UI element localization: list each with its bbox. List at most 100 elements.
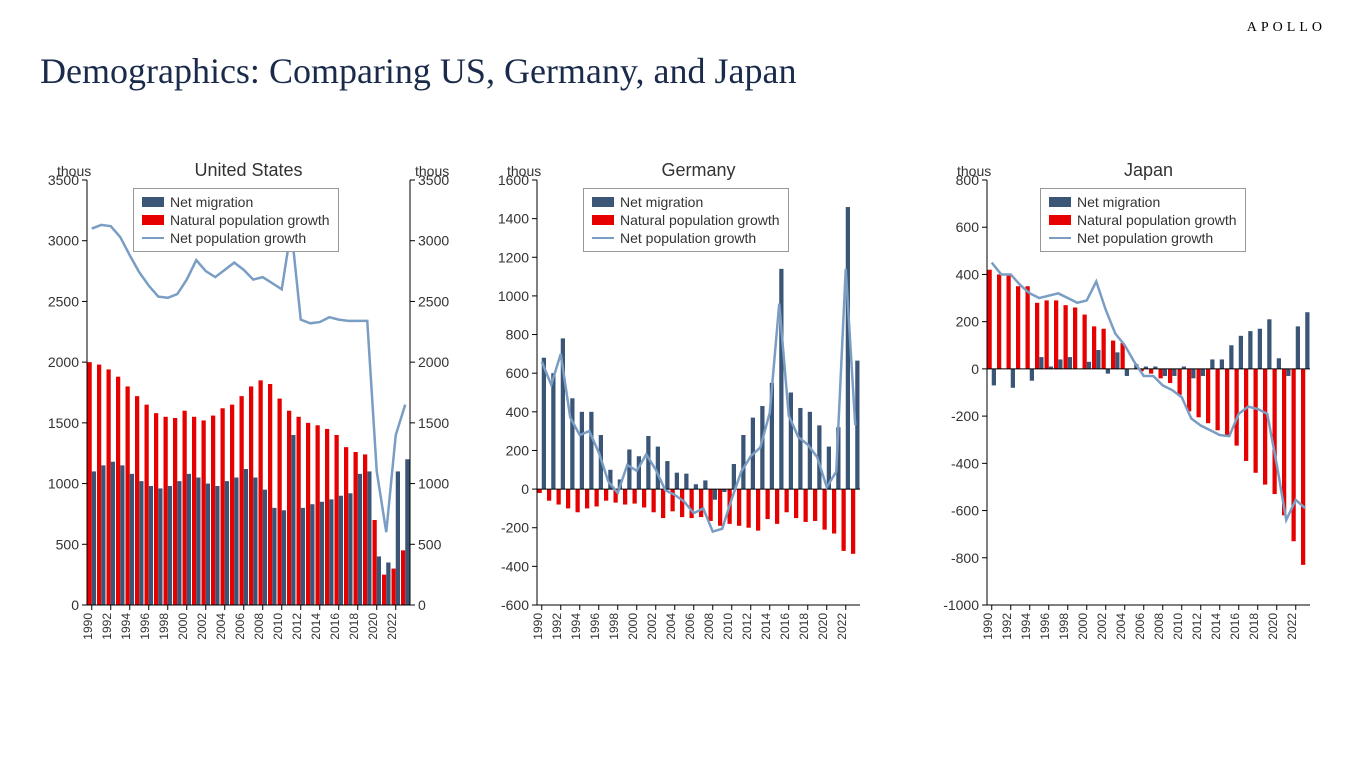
bar-natural	[642, 489, 646, 507]
xtick: 2004	[664, 613, 678, 640]
bar-migration	[272, 508, 276, 605]
bar-natural	[1301, 369, 1305, 565]
bar-migration	[589, 412, 593, 489]
bar-natural	[1121, 343, 1125, 369]
bar-natural	[154, 413, 158, 605]
bar-natural	[382, 575, 386, 605]
bar-natural	[221, 408, 225, 605]
xtick: 2022	[385, 613, 399, 640]
ytick: -600	[501, 597, 529, 613]
xtick: 1990	[531, 613, 545, 640]
bar-migration	[253, 478, 257, 606]
bar-natural	[604, 489, 608, 501]
bar-natural	[401, 550, 405, 605]
bar-natural	[1045, 300, 1049, 368]
xtick: 1996	[1038, 613, 1052, 640]
bar-natural	[1178, 369, 1182, 395]
bar-migration	[627, 449, 631, 489]
bar-migration	[196, 478, 200, 606]
xtick: 2002	[195, 613, 209, 640]
charts-container: Net migrationNatural population growthNe…	[20, 160, 1346, 728]
xtick: 2006	[233, 613, 247, 640]
bar-natural	[268, 384, 272, 605]
bar-natural	[1035, 303, 1039, 369]
bar-migration	[158, 488, 162, 605]
bar-natural	[192, 417, 196, 605]
ytick: 1000	[48, 476, 79, 492]
brand-logo: APOLLO	[1247, 20, 1326, 36]
bar-migration	[149, 486, 153, 605]
bar-natural	[135, 396, 139, 605]
bar-natural	[747, 489, 751, 528]
bar-migration	[1115, 352, 1119, 369]
bar-natural	[832, 489, 836, 533]
bar-migration	[542, 358, 546, 489]
bar-natural	[116, 377, 120, 605]
xtick: 1998	[607, 613, 621, 640]
bar-migration	[1201, 369, 1205, 376]
legend-de: Net migrationNatural population growthNe…	[583, 188, 789, 252]
xtick: 2006	[683, 613, 697, 640]
bar-natural	[623, 489, 627, 504]
bar-natural	[1244, 369, 1248, 461]
xtick: 2014	[759, 613, 773, 640]
bar-natural	[737, 489, 741, 526]
bar-natural	[699, 489, 703, 517]
legend-natural: Natural population growth	[170, 211, 330, 229]
ytick: 1200	[498, 249, 529, 265]
axis-unit-right: thous	[415, 163, 449, 179]
bar-natural	[652, 489, 656, 512]
bar-migration	[694, 484, 698, 489]
legend-migration: Net migration	[170, 193, 253, 211]
axis-unit-left: thous	[507, 163, 541, 179]
bar-natural	[325, 429, 329, 605]
bar-natural	[183, 411, 187, 605]
bar-migration	[301, 508, 305, 605]
bar-natural	[1273, 369, 1277, 494]
bar-natural	[585, 489, 589, 508]
ytick-right: 2500	[418, 293, 449, 309]
bar-migration	[1030, 369, 1034, 381]
bar-natural	[145, 405, 149, 605]
chart-de: Net migrationNatural population growthNe…	[475, 160, 915, 728]
bar-natural	[988, 270, 992, 369]
ytick: 400	[956, 266, 980, 282]
ytick-right: 1000	[418, 476, 449, 492]
bar-migration	[1125, 369, 1129, 376]
legend-natural: Natural population growth	[1077, 211, 1237, 229]
legend-us: Net migrationNatural population growthNe…	[133, 188, 339, 252]
bar-migration	[386, 563, 390, 606]
bar-natural	[997, 274, 1001, 368]
bar-natural	[813, 489, 817, 521]
bar-natural	[1206, 369, 1210, 423]
bar-migration	[234, 478, 238, 606]
xtick: 2018	[1247, 613, 1261, 640]
chart-title-jp: Japan	[1124, 160, 1173, 180]
bar-migration	[703, 480, 707, 489]
bar-migration	[310, 504, 314, 605]
bar-migration	[111, 462, 115, 605]
legend-migration: Net migration	[620, 193, 703, 211]
bar-migration	[675, 473, 679, 489]
bar-natural	[107, 369, 111, 605]
bar-natural	[297, 417, 301, 605]
bar-natural	[306, 423, 310, 605]
ytick: -200	[501, 520, 529, 536]
bar-migration	[637, 456, 641, 489]
ytick: 0	[521, 481, 529, 497]
bar-natural	[97, 365, 101, 605]
ytick: 800	[506, 327, 530, 343]
bar-migration	[130, 474, 134, 605]
bar-natural	[547, 489, 551, 501]
bar-migration	[798, 408, 802, 489]
xtick: 2022	[1285, 613, 1299, 640]
bar-natural	[259, 380, 263, 605]
bar-natural	[1073, 308, 1077, 369]
ytick: 3000	[48, 233, 79, 249]
bar-migration	[1239, 336, 1243, 369]
xtick: 1996	[588, 613, 602, 640]
bar-natural	[709, 489, 713, 521]
page-title: Demographics: Comparing US, Germany, and…	[40, 50, 797, 92]
xtick: 2010	[721, 613, 735, 640]
bar-natural	[718, 489, 722, 526]
